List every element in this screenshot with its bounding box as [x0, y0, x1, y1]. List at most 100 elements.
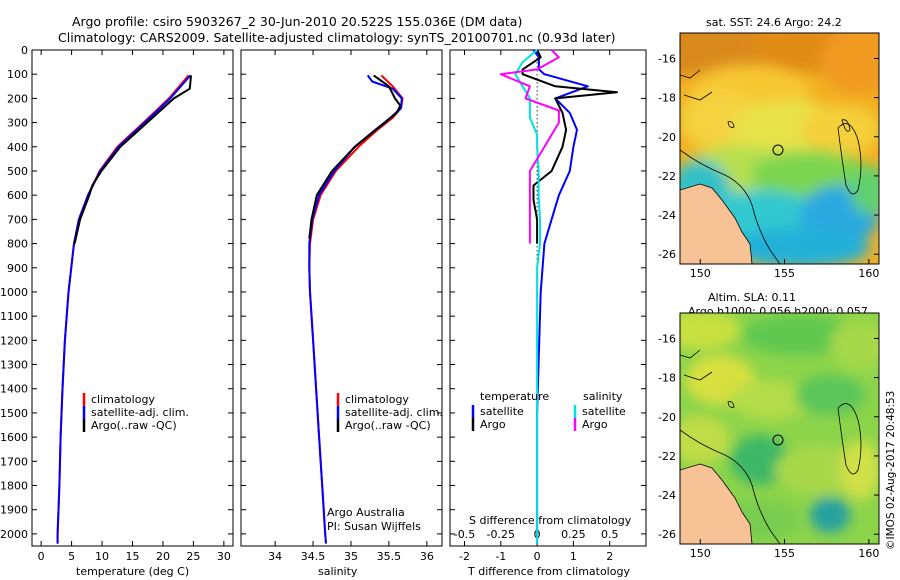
sst-profile-location-marker [772, 144, 784, 156]
difference-legend: temperature salinity satellite Argo sate… [471, 390, 626, 431]
difference-xlabel: T difference from climatology [467, 565, 630, 578]
x-tick-label: 36 [420, 550, 434, 563]
pressure-axis-labels: 0 100 200 300 400 500 600 700 800 900 1000 1100 1200… [0, 44, 28, 541]
map-y-tick-label: -18 [658, 92, 676, 105]
y-tick-label: 400 [7, 141, 28, 154]
x-tick-label: 15 [126, 550, 140, 563]
map-x-tick-label: 160 [858, 547, 879, 560]
x-tick-label: 34.5 [301, 550, 326, 563]
y-tick-label: 600 [7, 189, 28, 202]
y-tick-label: 900 [7, 262, 28, 275]
salinity-panel-frame [240, 49, 443, 547]
legend-label-t-argo: Argo [480, 418, 506, 431]
y-tick-label: 300 [7, 117, 28, 130]
imos-credit: ©IMOS 02-Aug-2017 20:48:53 [885, 391, 897, 550]
y-tick-label: 1200 [0, 334, 28, 347]
salinity-legend: climatology satellite-adj. clim. Argo(..… [336, 393, 443, 432]
series-line-s-satellite [514, 49, 541, 544]
sst-map-title: sat. SST: 24.6 Argo: 24.2 [706, 16, 842, 29]
series-line-satellite-adj-clim- [56, 74, 192, 544]
sla-map-title-line1: Altim. SLA: 0.11 [708, 291, 796, 304]
difference-panel-frame [449, 49, 647, 547]
legend-label-s-argo: Argo [582, 418, 608, 431]
sla-map-image [680, 313, 879, 544]
temperature-panel-frame [31, 49, 234, 547]
map-y-tick-label: -22 [658, 170, 676, 183]
temperature-series [56, 74, 192, 544]
y-tick-label: 1500 [0, 407, 28, 420]
figure-title-line2: Climatology: CARS2009. Satellite-adjuste… [58, 30, 615, 45]
y-tick-label: 1600 [0, 431, 28, 444]
series-line-t-satellite [532, 49, 589, 544]
map-x-tick-label: 155 [774, 547, 795, 560]
x-tick-label: 30 [217, 550, 231, 563]
sst-map-frame [679, 32, 880, 265]
legend-label-satellite: satellite-adj. clim. [91, 406, 189, 419]
map-x-tick-label: 150 [690, 267, 711, 280]
series-line-satellite-adj-clim- [308, 74, 403, 544]
y-tick-label: 100 [7, 68, 28, 81]
map-y-tick-label: -20 [658, 411, 676, 424]
difference-series [499, 49, 618, 544]
x-tick-label: 34 [268, 550, 282, 563]
difference-axis-ticks: -2 -1 0 1 2-0.5 -0.25 0 0.25 0.5 [450, 49, 646, 563]
map-y-tick-label: -22 [658, 450, 676, 463]
map-y-tick-label: -24 [658, 489, 676, 502]
legend-label-argo: Argo(..raw -QC) [91, 419, 177, 432]
map-y-tick-label: -24 [658, 209, 676, 222]
sla-map-axis-ticks: 150 155 160 -16 -18 -20 -22 -24 -26 [658, 332, 879, 560]
temperature-axis-ticks: 0 5 10 15 20 25 30 [32, 49, 233, 563]
y-tick-label: 0 [21, 44, 28, 57]
s-tick-label: 0.5 [601, 528, 619, 541]
y-tick-label: 1800 [0, 480, 28, 493]
legend-label-s-satellite: satellite [582, 405, 626, 418]
legend-label-climatology: climatology [345, 393, 409, 406]
series-line-argo-raw-qc- [308, 74, 402, 239]
map-x-tick-label: 155 [774, 267, 795, 280]
map-y-tick-label: -18 [658, 372, 676, 385]
salinity-series [308, 74, 404, 544]
map-x-tick-label: 160 [858, 267, 879, 280]
y-tick-label: 2000 [0, 528, 28, 541]
x-tick-label: -1 [495, 550, 506, 563]
sla-profile-location-marker [772, 434, 784, 446]
difference-top-xlabel: S difference from climatology [469, 514, 632, 527]
sst-map-axis-ticks: 150 155 160 -16 -18 -20 -22 -24 -26 [658, 52, 879, 280]
y-tick-label: 200 [7, 92, 28, 105]
x-tick-label: 20 [156, 550, 170, 563]
map-y-tick-label: -16 [658, 332, 676, 345]
s-tick-label: -0.25 [487, 528, 515, 541]
temperature-legend: climatology satellite-adj. clim. Argo(..… [82, 393, 189, 432]
series-line-s-argo [499, 49, 560, 244]
x-tick-label: 35 [344, 550, 358, 563]
legend-title-temperature: temperature [480, 390, 549, 403]
x-tick-label: 35.5 [377, 550, 402, 563]
sst-map-image [680, 33, 879, 264]
x-tick-label: 0 [38, 550, 45, 563]
legend-label-satellite: satellite-adj. clim. [345, 406, 443, 419]
s-tick-label: 0.25 [561, 528, 586, 541]
s-tick-label: -0.5 [454, 528, 475, 541]
x-tick-label: 0 [534, 550, 541, 563]
legend-label-climatology: climatology [91, 393, 155, 406]
map-y-tick-label: -16 [658, 52, 676, 65]
y-tick-label: 500 [7, 165, 28, 178]
map-y-tick-label: -20 [658, 131, 676, 144]
y-tick-label: 1700 [0, 455, 28, 468]
annotation-pi: PI: Susan Wijffels [327, 520, 421, 533]
x-tick-label: -2 [459, 550, 470, 563]
figure-title-line1: Argo profile: csiro 5903267_2 30-Jun-201… [72, 14, 522, 29]
map-x-tick-label: 150 [690, 547, 711, 560]
x-tick-label: 25 [186, 550, 200, 563]
salinity-axis-ticks: 34 34.5 35 35.5 36 [241, 49, 442, 563]
map-y-tick-label: -26 [658, 528, 676, 541]
y-tick-label: 1400 [0, 383, 28, 396]
y-tick-label: 1000 [0, 286, 28, 299]
x-tick-label: 1 [570, 550, 577, 563]
x-tick-label: 5 [68, 550, 75, 563]
annotation-argo-australia: Argo Australia [327, 506, 405, 519]
y-tick-label: 800 [7, 238, 28, 251]
temperature-xlabel: temperature (deg C) [76, 565, 189, 578]
y-tick-label: 1900 [0, 504, 28, 517]
